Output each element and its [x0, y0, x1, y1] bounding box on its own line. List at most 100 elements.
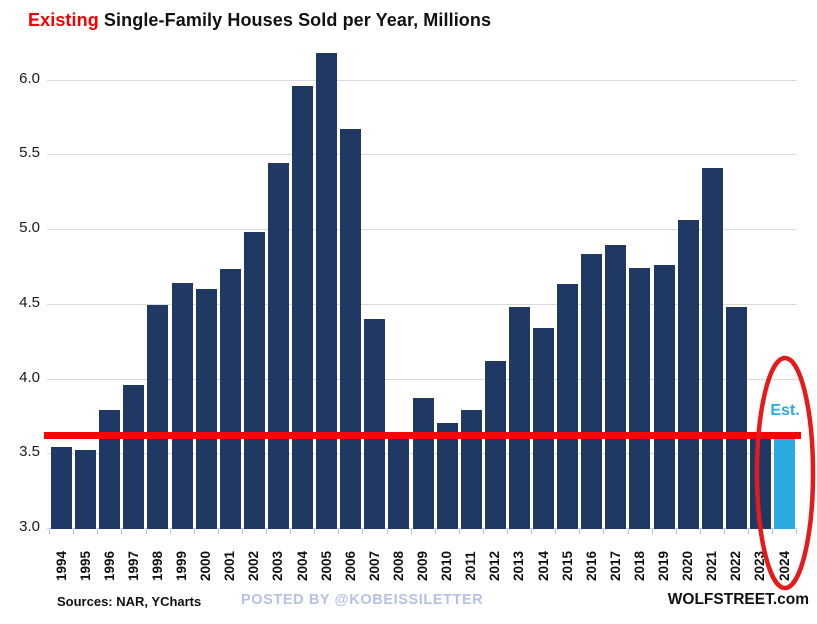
x-axis-tick [699, 529, 701, 534]
chart-title-rest: Single-Family Houses Sold per Year, Mill… [98, 10, 492, 30]
posted-by-note: POSTED BY @KOBEISSILETTER [241, 592, 484, 608]
bar-2024 [774, 438, 795, 529]
x-axis-tick [531, 529, 533, 534]
x-axis-tick [410, 529, 412, 534]
bar-2006 [340, 128, 362, 529]
x-axis-label-2000: 2000 [198, 550, 214, 582]
y-axis-label-5.0: 5.0 [19, 219, 40, 236]
x-axis-label-2022: 2022 [728, 550, 744, 582]
x-axis-tick [772, 529, 774, 534]
gridline-6.0 [47, 80, 797, 81]
bar-2023 [749, 433, 771, 529]
x-axis-tick [723, 529, 725, 534]
y-axis-label-5.5: 5.5 [19, 144, 40, 161]
x-axis-tick [675, 529, 677, 534]
x-axis-tick [290, 529, 292, 534]
bar-1994 [51, 447, 72, 529]
bar-1998 [147, 305, 169, 529]
bar-2004 [292, 85, 313, 529]
x-axis-tick [796, 529, 798, 534]
x-axis-tick [266, 529, 267, 534]
x-axis-label-1997: 1997 [125, 550, 141, 582]
x-axis-tick [434, 529, 436, 534]
x-axis-tick [217, 529, 219, 534]
x-axis-tick [169, 529, 171, 534]
x-axis-tick [338, 529, 340, 534]
bar-1995 [75, 450, 97, 529]
bar-2016 [581, 254, 603, 529]
x-axis-label-2001: 2001 [222, 550, 238, 582]
bar-2002 [243, 232, 265, 529]
x-axis-label-2009: 2009 [415, 550, 430, 582]
x-axis-label-1998: 1998 [149, 550, 165, 582]
gridline-4.0 [47, 379, 797, 380]
bar-1999 [171, 282, 193, 529]
x-axis-label-2017: 2017 [607, 550, 623, 582]
x-axis-label-1995: 1995 [77, 550, 93, 582]
x-axis-label-2008: 2008 [390, 550, 406, 582]
x-axis-tick [603, 529, 605, 534]
bar-2014 [533, 327, 554, 529]
x-axis-label-1994: 1994 [53, 550, 69, 582]
site-attribution: WOLFSTREET.com [667, 591, 809, 608]
x-axis-label-2010: 2010 [439, 550, 455, 582]
x-axis-tick [651, 529, 653, 534]
x-axis-tick [362, 529, 364, 534]
x-axis-tick [49, 529, 51, 534]
bar-2012 [484, 360, 506, 529]
gridline-5.5 [47, 154, 797, 155]
x-axis-label-2007: 2007 [366, 550, 382, 582]
y-axis-label-6.0: 6.0 [19, 70, 40, 87]
x-axis-label-2024: 2024 [776, 550, 792, 582]
x-axis-tick [73, 529, 75, 534]
bar-2019 [653, 264, 675, 529]
x-axis-label-2012: 2012 [487, 550, 503, 582]
x-axis-label-2013: 2013 [511, 550, 527, 582]
bar-2010 [436, 423, 458, 529]
bar-1996 [99, 409, 121, 529]
gridline-5.0 [47, 229, 797, 230]
x-axis-tick [555, 529, 557, 534]
x-axis-label-2003: 2003 [270, 550, 286, 582]
bar-2001 [219, 269, 241, 529]
bar-2007 [364, 318, 386, 529]
x-axis-tick [97, 529, 99, 534]
x-axis-tick [627, 529, 629, 534]
x-axis-label-1996: 1996 [101, 550, 117, 582]
sources-note: Sources: NAR, YCharts [57, 594, 202, 609]
chart-title: Existing Single-Family Houses Sold per Y… [28, 10, 491, 31]
y-axis-label-4.0: 4.0 [19, 369, 40, 386]
x-axis-tick [314, 529, 316, 534]
bar-2022 [725, 306, 747, 529]
x-axis-tick [579, 529, 581, 534]
bar-2009 [412, 397, 434, 529]
x-axis-tick [121, 529, 123, 534]
y-axis-label-4.5: 4.5 [19, 294, 40, 311]
gridline-4.5 [47, 304, 797, 305]
x-axis-label-2004: 2004 [294, 550, 310, 582]
x-axis-tick [386, 529, 388, 534]
bar-1997 [123, 384, 145, 529]
bar-2018 [629, 267, 651, 529]
x-axis-label-2023: 2023 [752, 550, 768, 582]
bar-2003 [267, 163, 289, 529]
bar-2008 [388, 432, 410, 529]
y-axis-label-3.0: 3.0 [19, 518, 40, 535]
reference-line [44, 432, 801, 439]
x-axis-label-2020: 2020 [680, 550, 696, 582]
x-axis-label-2006: 2006 [342, 550, 358, 582]
x-axis-tick [193, 529, 195, 534]
x-axis-tick [458, 529, 460, 534]
x-axis-tick [241, 529, 243, 534]
bar-2005 [316, 52, 338, 529]
bar-2013 [508, 306, 530, 529]
chart-title-highlight: Existing [28, 10, 99, 30]
x-axis-tick [507, 529, 508, 534]
x-axis-label-2018: 2018 [631, 550, 647, 582]
x-axis-label-2002: 2002 [246, 550, 262, 582]
y-axis-label-3.5: 3.5 [19, 443, 40, 460]
x-axis-tick [748, 529, 749, 534]
x-axis-label-2014: 2014 [535, 550, 551, 582]
x-axis-tick [145, 529, 147, 534]
bar-2017 [605, 245, 627, 529]
